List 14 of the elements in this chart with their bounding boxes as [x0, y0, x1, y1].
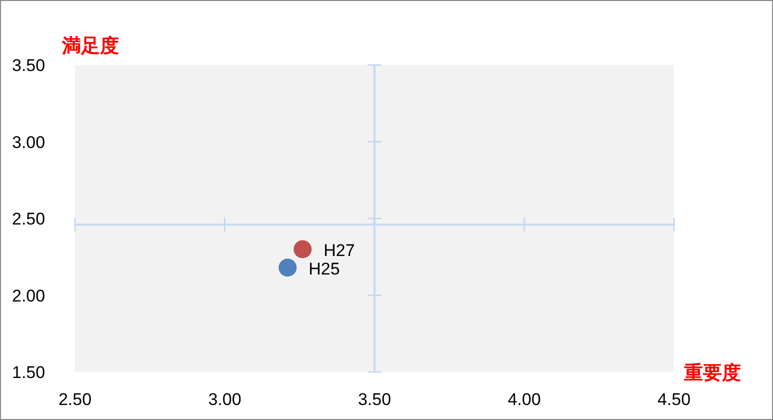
x-tick-label: 2.50 [58, 390, 92, 409]
x-tick-label: 4.00 [508, 390, 541, 409]
series-label: H25 [308, 260, 340, 279]
series-label: H27 [324, 241, 355, 260]
y-tick-label: 1.50 [12, 363, 46, 382]
y-tick-label: 3.50 [12, 56, 46, 75]
y-axis-title: 満足度 [61, 35, 119, 57]
y-tick-label: 3.00 [12, 132, 46, 152]
y-tick-label: 2.50 [12, 210, 46, 228]
x-tick-label: 4.50 [657, 390, 691, 409]
x-axis-title: 重要度 [683, 362, 741, 384]
y-tick-label: 2.00 [12, 286, 46, 306]
x-tick-label: 3.00 [208, 390, 242, 409]
x-tick-label: 3.50 [358, 390, 392, 409]
